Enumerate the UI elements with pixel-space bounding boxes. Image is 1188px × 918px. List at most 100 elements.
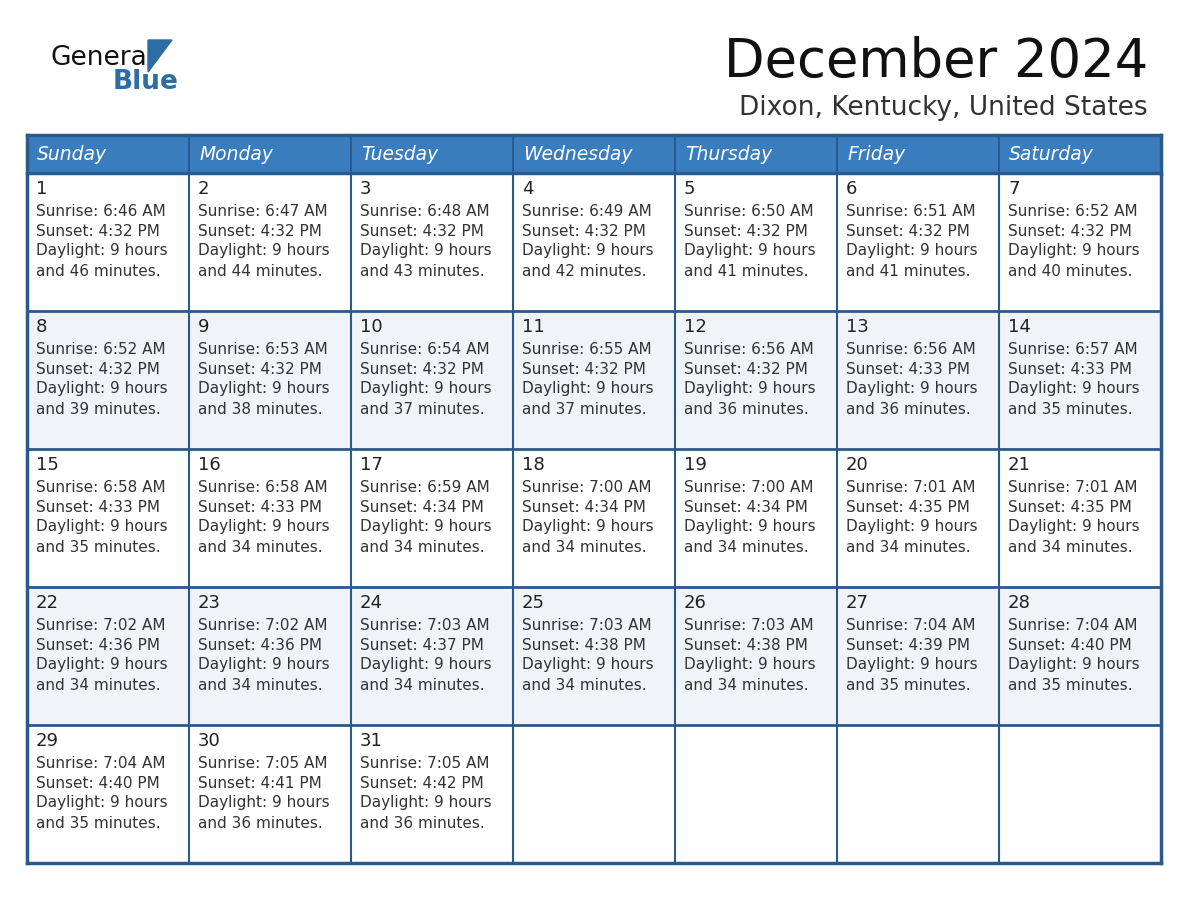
Text: Sunday: Sunday [37, 144, 107, 163]
Text: Sunrise: 7:03 AM: Sunrise: 7:03 AM [684, 618, 814, 633]
Text: 25: 25 [522, 594, 545, 612]
Text: Sunrise: 7:04 AM: Sunrise: 7:04 AM [846, 618, 975, 633]
Text: Daylight: 9 hours: Daylight: 9 hours [522, 382, 653, 397]
Text: Blue: Blue [113, 69, 179, 95]
Text: Sunrise: 7:02 AM: Sunrise: 7:02 AM [36, 618, 165, 633]
Text: Friday: Friday [847, 144, 905, 163]
Text: Thursday: Thursday [685, 144, 772, 163]
Text: Daylight: 9 hours: Daylight: 9 hours [36, 243, 168, 259]
Text: Sunset: 4:32 PM: Sunset: 4:32 PM [198, 223, 322, 239]
Text: Daylight: 9 hours: Daylight: 9 hours [846, 382, 978, 397]
Text: and 34 minutes.: and 34 minutes. [1007, 540, 1132, 554]
Text: Sunrise: 6:53 AM: Sunrise: 6:53 AM [198, 341, 328, 356]
Bar [27, 587, 1161, 725]
Text: 20: 20 [846, 456, 868, 474]
Text: Sunset: 4:32 PM: Sunset: 4:32 PM [684, 223, 808, 239]
Text: 18: 18 [522, 456, 545, 474]
Text: Daylight: 9 hours: Daylight: 9 hours [36, 520, 168, 534]
Text: Sunrise: 6:54 AM: Sunrise: 6:54 AM [360, 341, 489, 356]
Text: and 35 minutes.: and 35 minutes. [1007, 677, 1132, 692]
Text: Sunset: 4:32 PM: Sunset: 4:32 PM [360, 223, 484, 239]
Text: and 42 minutes.: and 42 minutes. [522, 263, 646, 278]
Text: and 41 minutes.: and 41 minutes. [684, 263, 809, 278]
Text: Sunrise: 6:46 AM: Sunrise: 6:46 AM [36, 204, 166, 218]
Text: 24: 24 [360, 594, 383, 612]
Text: Daylight: 9 hours: Daylight: 9 hours [360, 243, 492, 259]
Text: Sunrise: 6:51 AM: Sunrise: 6:51 AM [846, 204, 975, 218]
Text: Daylight: 9 hours: Daylight: 9 hours [522, 657, 653, 673]
Text: and 34 minutes.: and 34 minutes. [198, 540, 323, 554]
Text: Sunrise: 6:47 AM: Sunrise: 6:47 AM [198, 204, 328, 218]
Text: 17: 17 [360, 456, 383, 474]
Text: Sunrise: 6:50 AM: Sunrise: 6:50 AM [684, 204, 814, 218]
Text: Sunrise: 7:01 AM: Sunrise: 7:01 AM [846, 479, 975, 495]
Text: Daylight: 9 hours: Daylight: 9 hours [36, 796, 168, 811]
Text: Daylight: 9 hours: Daylight: 9 hours [684, 657, 816, 673]
Text: 1: 1 [36, 180, 48, 198]
Text: Daylight: 9 hours: Daylight: 9 hours [360, 657, 492, 673]
Text: Daylight: 9 hours: Daylight: 9 hours [846, 243, 978, 259]
Text: and 34 minutes.: and 34 minutes. [684, 540, 809, 554]
Text: 23: 23 [198, 594, 221, 612]
Text: Daylight: 9 hours: Daylight: 9 hours [198, 382, 329, 397]
Text: 14: 14 [1007, 318, 1031, 336]
Text: Sunrise: 7:00 AM: Sunrise: 7:00 AM [522, 479, 651, 495]
Text: 2: 2 [198, 180, 209, 198]
Text: and 34 minutes.: and 34 minutes. [684, 677, 809, 692]
Text: Sunset: 4:32 PM: Sunset: 4:32 PM [846, 223, 969, 239]
Text: and 44 minutes.: and 44 minutes. [198, 263, 322, 278]
Text: 9: 9 [198, 318, 209, 336]
Text: 19: 19 [684, 456, 707, 474]
Text: Sunrise: 6:58 AM: Sunrise: 6:58 AM [36, 479, 165, 495]
Text: Daylight: 9 hours: Daylight: 9 hours [1007, 657, 1139, 673]
Text: 8: 8 [36, 318, 48, 336]
Text: Sunrise: 6:48 AM: Sunrise: 6:48 AM [360, 204, 489, 218]
Text: 4: 4 [522, 180, 533, 198]
Text: Sunset: 4:42 PM: Sunset: 4:42 PM [360, 776, 484, 790]
Text: Sunset: 4:37 PM: Sunset: 4:37 PM [360, 637, 484, 653]
Text: Sunrise: 6:49 AM: Sunrise: 6:49 AM [522, 204, 652, 218]
Text: and 34 minutes.: and 34 minutes. [360, 677, 485, 692]
Text: Sunrise: 7:04 AM: Sunrise: 7:04 AM [36, 756, 165, 770]
Text: Daylight: 9 hours: Daylight: 9 hours [198, 657, 329, 673]
Text: Sunset: 4:32 PM: Sunset: 4:32 PM [198, 362, 322, 376]
Text: and 36 minutes.: and 36 minutes. [198, 815, 323, 831]
Text: 29: 29 [36, 732, 59, 750]
Text: Daylight: 9 hours: Daylight: 9 hours [360, 382, 492, 397]
Text: and 34 minutes.: and 34 minutes. [846, 540, 971, 554]
Text: and 35 minutes.: and 35 minutes. [1007, 401, 1132, 417]
Text: Daylight: 9 hours: Daylight: 9 hours [522, 520, 653, 534]
Text: Sunset: 4:35 PM: Sunset: 4:35 PM [846, 499, 969, 514]
Text: Sunrise: 6:52 AM: Sunrise: 6:52 AM [1007, 204, 1138, 218]
Text: Sunrise: 7:05 AM: Sunrise: 7:05 AM [198, 756, 328, 770]
Text: Sunrise: 7:03 AM: Sunrise: 7:03 AM [522, 618, 652, 633]
Text: Sunset: 4:34 PM: Sunset: 4:34 PM [684, 499, 808, 514]
Text: and 34 minutes.: and 34 minutes. [360, 540, 485, 554]
Text: and 36 minutes.: and 36 minutes. [684, 401, 809, 417]
Text: Daylight: 9 hours: Daylight: 9 hours [846, 657, 978, 673]
Text: Sunset: 4:33 PM: Sunset: 4:33 PM [1007, 362, 1132, 376]
Text: Sunset: 4:32 PM: Sunset: 4:32 PM [1007, 223, 1132, 239]
Text: Sunrise: 7:00 AM: Sunrise: 7:00 AM [684, 479, 814, 495]
Text: Sunset: 4:32 PM: Sunset: 4:32 PM [522, 362, 646, 376]
Text: and 36 minutes.: and 36 minutes. [360, 815, 485, 831]
Text: Saturday: Saturday [1009, 144, 1094, 163]
Text: Wednesday: Wednesday [523, 144, 632, 163]
Text: 12: 12 [684, 318, 707, 336]
Text: Sunset: 4:32 PM: Sunset: 4:32 PM [36, 362, 160, 376]
Text: and 35 minutes.: and 35 minutes. [846, 677, 971, 692]
Text: and 35 minutes.: and 35 minutes. [36, 540, 160, 554]
Text: Sunrise: 7:02 AM: Sunrise: 7:02 AM [198, 618, 328, 633]
Text: 21: 21 [1007, 456, 1031, 474]
Bar [27, 311, 1161, 449]
Text: Sunrise: 6:58 AM: Sunrise: 6:58 AM [198, 479, 328, 495]
Text: Sunrise: 6:56 AM: Sunrise: 6:56 AM [846, 341, 975, 356]
Text: 26: 26 [684, 594, 707, 612]
Text: and 34 minutes.: and 34 minutes. [522, 540, 646, 554]
Text: Daylight: 9 hours: Daylight: 9 hours [684, 243, 816, 259]
Text: Daylight: 9 hours: Daylight: 9 hours [684, 520, 816, 534]
Text: Sunset: 4:38 PM: Sunset: 4:38 PM [522, 637, 646, 653]
Text: Sunset: 4:32 PM: Sunset: 4:32 PM [522, 223, 646, 239]
Text: Daylight: 9 hours: Daylight: 9 hours [522, 243, 653, 259]
Text: Daylight: 9 hours: Daylight: 9 hours [1007, 520, 1139, 534]
